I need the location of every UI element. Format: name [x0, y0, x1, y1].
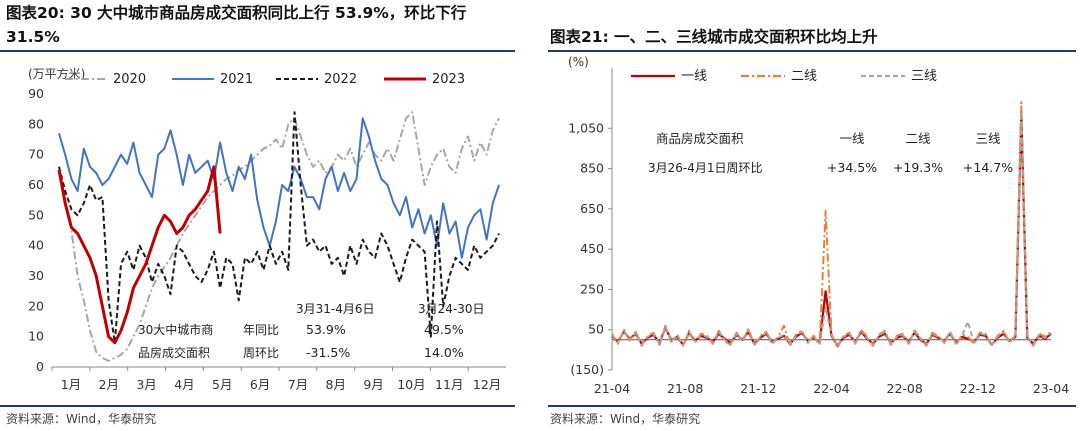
left-line-chart: (万平方米) 0 10 20 30 40 50 60 70 80 90 1月 2月 3月 4月 5月 6月 7月 8…	[28, 66, 506, 392]
x-tick-label: 23-04	[1033, 381, 1069, 396]
left-title-rule	[0, 50, 515, 52]
y-tick-label: 450	[580, 241, 604, 256]
table-row-label: 3月26-4月1日周环比	[648, 161, 763, 175]
x-tick-label: 22-04	[813, 381, 849, 396]
y-tick-label: (150)	[570, 362, 604, 377]
y-tick-label: 20	[28, 298, 44, 313]
annotation-period1-wow: -31.5%	[306, 345, 350, 360]
x-tick-label: 12月	[473, 377, 501, 392]
right-title-rule	[548, 50, 1076, 52]
x-tick-label: 10月	[397, 377, 425, 392]
y-tick-label: 650	[580, 201, 604, 216]
series-line-三线	[611, 107, 1052, 348]
legend-label-2020: 2020	[113, 72, 146, 87]
y-tick-label: 40	[28, 238, 44, 253]
y-tick-label: 60	[28, 177, 44, 192]
x-tick-label: 21-08	[667, 381, 703, 396]
x-tick-label: 3月	[136, 377, 156, 392]
x-tick-label: 8月	[326, 377, 346, 392]
left-chart-title-line2: 31.5%	[6, 28, 60, 46]
x-tick-label: 6月	[250, 377, 270, 392]
annotation-period1-yoy: 53.9%	[306, 322, 346, 337]
annotation-period2-wow: 14.0%	[424, 345, 464, 360]
legend-label-2022: 2022	[324, 72, 357, 87]
y-tick-label: 50	[28, 207, 44, 222]
series-line-一线	[611, 113, 1052, 347]
y-tick-label: 90	[28, 86, 44, 101]
x-tick-label: 9月	[363, 377, 383, 392]
right-chart-title: 图表21: 一、二、三线城市成交面积环比均上升	[550, 28, 878, 46]
y-axis-unit-label: (%)	[568, 55, 589, 69]
series-line-2023	[57, 165, 222, 345]
legend-label-2021: 2021	[220, 72, 253, 87]
y-tick-label: 10	[28, 329, 44, 344]
y-tick-label: 30	[28, 268, 44, 283]
left-figure: 图表20: 30 大中城市商品房成交面积同比上行 53.9%，环比下行 31.5…	[0, 0, 515, 431]
annotation-period1-label: 3月31-4月6日	[296, 302, 375, 316]
annotation-period2-yoy: 49.5%	[424, 322, 464, 337]
table-header-metric: 商品房成交面积	[656, 131, 744, 146]
table-value-tier3: +14.7%	[963, 160, 1013, 175]
x-tick-label: 4月	[174, 377, 194, 392]
x-tick-label: 11月	[435, 377, 463, 392]
annotation-metric-name: 品房成交面积	[138, 345, 210, 360]
table-header-tier3: 三线	[975, 131, 1001, 146]
annotation-wow-label: 周环比	[243, 346, 279, 360]
right-figure: 图表21: 一、二、三线城市成交面积环比均上升 (%) (150) 50 250 450…	[548, 0, 1080, 431]
x-tick-label: 2月	[99, 377, 119, 392]
x-tick-label: 5月	[212, 377, 232, 392]
y-tick-label: 50	[588, 322, 604, 337]
y-tick-label: 250	[580, 281, 604, 296]
y-axis-unit-label: (万平方米)	[28, 66, 85, 81]
annotation-metric-name: 30大中城市商	[138, 322, 213, 337]
x-tick-label: 1月	[61, 377, 81, 392]
y-tick-label: 1,050	[568, 120, 604, 135]
x-tick-label: 21-04	[594, 381, 630, 396]
left-source-note: 资料来源：Wind，华泰研究	[6, 412, 157, 426]
x-tick-label: 21-12	[740, 381, 776, 396]
y-tick-label: 70	[28, 147, 44, 162]
annotation-yoy-label: 年同比	[243, 323, 279, 337]
left-chart-title-line1: 图表20: 30 大中城市商品房成交面积同比上行 53.9%，环比下行	[6, 4, 467, 22]
series-line-2021	[58, 117, 500, 259]
table-header-tier2: 二线	[905, 131, 931, 146]
table-header-tier1: 一线	[839, 131, 865, 146]
annotation-period2-label: 3月24-30日	[418, 302, 485, 316]
right-line-chart: (%) (150) 50 250 450 650 850 1,050 21-04 21-08 21-…	[568, 55, 1069, 396]
table-value-tier2: +19.3%	[893, 160, 943, 175]
legend-label-三线: 三线	[911, 69, 937, 84]
right-source-note: 资料来源：Wind，华泰研究	[550, 412, 701, 426]
x-tick-label: 7月	[288, 377, 308, 392]
x-tick-label: 22-12	[960, 381, 996, 396]
table-value-tier1: +34.5%	[827, 160, 877, 175]
x-tick-label: 22-08	[887, 381, 923, 396]
legend-label-一线: 一线	[681, 69, 707, 84]
right-source-rule	[548, 405, 1076, 407]
y-tick-label: 80	[28, 116, 44, 131]
left-source-rule	[0, 405, 515, 407]
legend-label-2023: 2023	[432, 72, 465, 87]
legend-label-二线: 二线	[791, 69, 817, 84]
y-tick-label: 0	[36, 359, 44, 374]
y-tick-label: 850	[580, 161, 604, 176]
series-line-2022	[58, 111, 500, 344]
